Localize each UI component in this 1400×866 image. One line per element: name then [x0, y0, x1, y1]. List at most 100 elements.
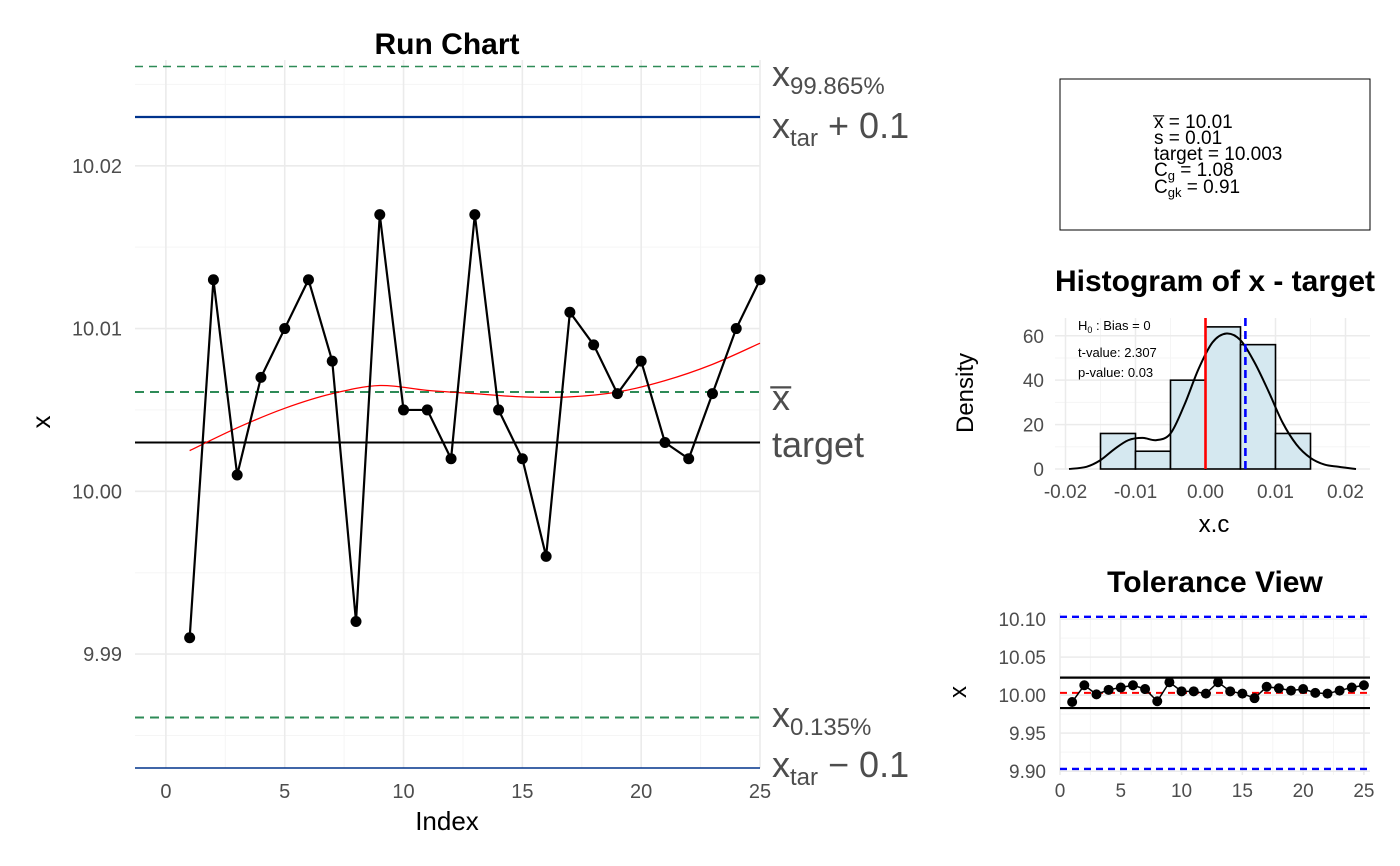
stat-cgk: Cgk = 0.91	[1154, 177, 1240, 200]
tolerance-view-title: Tolerance View	[1107, 566, 1323, 599]
y-tick-label: 10.00	[998, 686, 1046, 707]
run-chart-ticks: 0 5 10 15 20 25 9.99 10.00 10.01 10.02	[72, 156, 771, 803]
smooth-line	[189, 342, 761, 452]
label-upper-tolerance: xtar + 0.1	[772, 105, 909, 152]
data-point	[302, 274, 314, 286]
data-point	[730, 323, 742, 335]
y-tick-label: 10.01	[72, 319, 122, 341]
data-point	[350, 616, 362, 628]
y-tick-label: 40	[1023, 371, 1044, 392]
y-tick-label: 60	[1023, 327, 1044, 348]
histogram-title: Histogram of x - target	[1055, 265, 1375, 298]
data-point	[255, 371, 267, 383]
data-point	[1237, 688, 1248, 699]
y-tick-label: 9.95	[1009, 724, 1046, 745]
label-upper-percentile: x99.865%	[772, 53, 885, 100]
data-point	[493, 404, 505, 416]
histogram-ticks: -0.02 -0.01 0.00 0.01 0.02 0 20 40 60	[1023, 327, 1364, 503]
run-chart-smooth-curve	[189, 342, 761, 452]
x-tick-label: -0.02	[1044, 482, 1087, 503]
run-chart-x-axis-label: Index	[415, 806, 479, 836]
histogram-p-value: p-value: 0.03	[1078, 365, 1153, 380]
histogram-density-curve	[1068, 332, 1357, 470]
run-chart: Run Chart 0 5 10 15 20 259.9910.0010.0110.02 …	[26, 28, 909, 836]
histogram-t-value: t-value: 2.307	[1078, 345, 1157, 360]
data-point	[1310, 687, 1321, 698]
stat-cg: Cg = 1.08	[1154, 160, 1234, 183]
data-point	[1067, 696, 1078, 707]
data-point	[398, 404, 410, 416]
x-tick-label: 5	[279, 781, 290, 803]
data-point	[326, 355, 338, 367]
tolerance-series	[1067, 677, 1369, 707]
run-chart-y-axis-label: x	[26, 416, 56, 429]
x-tick-label: 0	[1055, 781, 1066, 802]
data-point	[1188, 686, 1199, 697]
y-tick-label: 10.05	[998, 648, 1046, 669]
label-lower-tolerance: xtar − 0.1	[772, 744, 909, 791]
data-point	[754, 274, 766, 286]
data-point	[279, 323, 291, 335]
tolerance-ticks: 0 5 10 15 20 25 9.90 9.95 10.00 10.05 10.10	[998, 610, 1374, 802]
data-point	[1152, 696, 1163, 707]
tolerance-view-chart: Tolerance View 0 5 10 15 20 25 9.90 9.95 10.00 10…	[945, 566, 1374, 802]
x-tick-label: 0.00	[1187, 482, 1224, 503]
stat-mean: x̅ = 10.01	[1153, 112, 1233, 133]
data-point	[184, 632, 196, 644]
label-mean: x̅	[770, 377, 792, 418]
x-tick-label: 0.01	[1257, 482, 1294, 503]
histogram-x-axis-label: x.c	[1199, 511, 1230, 538]
x-tick-label: 25	[749, 781, 771, 803]
statistics-box: x̅ = 10.01 s = 0.01 target = 10.003 Cg =…	[1059, 78, 1371, 231]
data-point	[1346, 682, 1357, 693]
y-tick-label: 0	[1033, 460, 1044, 481]
x-tick-label: 20	[1293, 781, 1314, 802]
x-tick-label: 20	[630, 781, 652, 803]
y-tick-label: 9.99	[83, 644, 122, 666]
data-point	[706, 388, 718, 400]
data-point	[1200, 688, 1211, 699]
x-tick-label: 0	[160, 781, 171, 803]
run-chart-title: Run Chart	[375, 28, 520, 61]
histogram-bar	[1134, 450, 1172, 470]
histogram-h0-annotation: H0 : Bias = 0	[1078, 318, 1151, 335]
histogram-chart: Histogram of x - target -0.02 -0.01 0.00 0.…	[952, 265, 1375, 538]
label-lower-percentile: x0.135%	[772, 694, 871, 741]
run-chart-series	[184, 209, 766, 644]
x-tick-label: 15	[1232, 781, 1253, 802]
data-point	[635, 355, 647, 367]
data-point	[1358, 680, 1369, 691]
data-point	[1091, 689, 1102, 700]
density-curve	[1068, 332, 1357, 470]
data-point	[1298, 684, 1309, 695]
data-point	[1322, 688, 1333, 699]
data-point	[683, 453, 695, 465]
data-point	[611, 388, 623, 400]
data-point	[1213, 677, 1224, 688]
stat-target: target = 10.003	[1154, 144, 1282, 165]
statistics-box-frame	[1059, 78, 1371, 231]
data-point	[516, 453, 528, 465]
y-tick-label: 20	[1023, 416, 1044, 437]
run-chart-reference-lines	[135, 65, 760, 769]
data-point	[1225, 686, 1236, 697]
histogram-y-axis-label: Density	[952, 353, 979, 433]
x-tick-label: 10	[392, 781, 414, 803]
data-point	[421, 404, 433, 416]
run-chart-reference-labels: x99.865% xtar + 0.1 x̅ target x0.135% xt…	[770, 53, 909, 791]
data-point	[564, 306, 576, 318]
data-point	[1176, 686, 1187, 697]
tolerance-y-axis-label: x	[945, 686, 972, 698]
data-point	[1285, 685, 1296, 696]
data-point	[231, 469, 243, 481]
x-tick-label: 15	[511, 781, 533, 803]
y-tick-label: 10.10	[998, 610, 1046, 631]
x-tick-label: 0.02	[1327, 482, 1364, 503]
y-tick-label: 10.02	[72, 156, 122, 178]
data-point	[588, 339, 600, 351]
data-point	[445, 453, 457, 465]
x-tick-label: 25	[1353, 781, 1374, 802]
data-point	[1164, 677, 1175, 688]
data-point	[1127, 680, 1138, 691]
data-point	[374, 209, 386, 221]
